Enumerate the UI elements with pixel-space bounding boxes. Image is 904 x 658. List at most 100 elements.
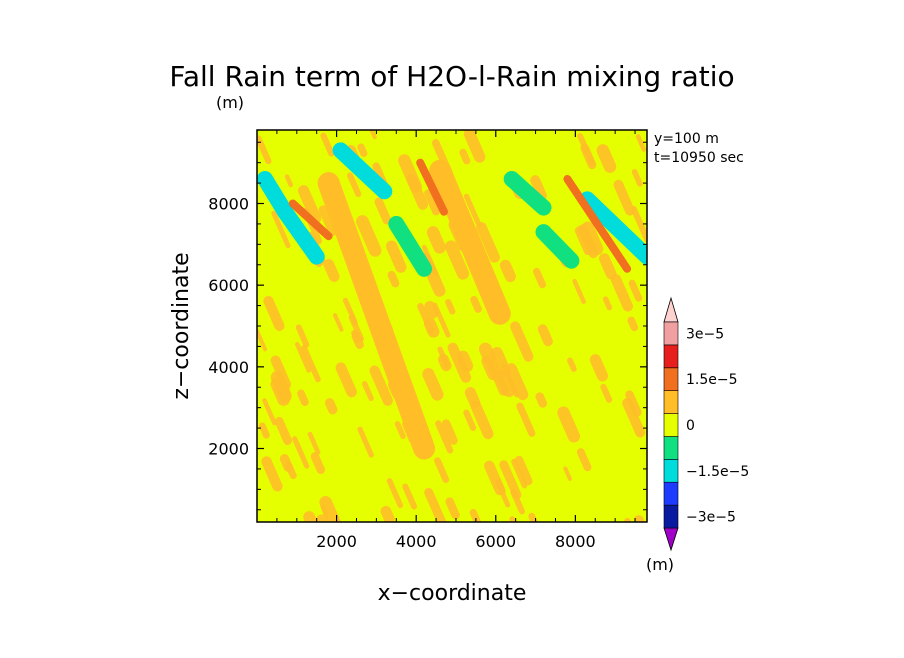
texture-streak — [496, 370, 516, 398]
texture-streak — [576, 448, 592, 472]
texture-streak — [324, 398, 338, 415]
texture-streak — [567, 357, 577, 372]
x-tick-label: 2000 — [316, 532, 357, 551]
colorbar-swatch — [663, 367, 679, 391]
positive_band-8 — [416, 158, 448, 216]
texture-streak — [627, 316, 639, 332]
texture-streak — [464, 386, 481, 409]
texture-streak — [417, 303, 435, 334]
texture-streak — [332, 313, 344, 332]
colorbar-swatch — [663, 390, 679, 414]
title-units: (m) — [216, 93, 244, 112]
texture-streak — [323, 258, 340, 282]
texture-streak — [589, 354, 609, 382]
texture-streak — [459, 148, 471, 165]
texture-streak — [578, 224, 599, 259]
colorbar-swatch — [663, 413, 679, 437]
colorbar-swatch — [663, 344, 679, 369]
texture-streak — [463, 193, 482, 228]
texture-streak — [320, 132, 335, 157]
texture-streak — [445, 299, 456, 315]
texture-streak — [279, 454, 293, 472]
texture-streak — [628, 279, 643, 302]
texture-streak — [563, 466, 572, 481]
texture-streak — [463, 130, 486, 163]
texture-streak — [386, 478, 404, 509]
texture-streak — [499, 259, 516, 283]
texture-streak — [610, 274, 633, 312]
texture-streak — [270, 377, 291, 406]
texture-streak — [456, 350, 474, 373]
texture-streak — [528, 512, 539, 522]
texture-streak — [320, 505, 329, 518]
texture-streak — [351, 330, 360, 344]
x-tick-label: 8000 — [555, 532, 596, 551]
texture-streak — [441, 419, 458, 445]
colorbar-swatch — [663, 481, 679, 506]
contour-field — [257, 130, 647, 522]
texture-streak — [635, 134, 647, 152]
texture-streak — [624, 517, 632, 522]
texture-streak — [307, 431, 321, 455]
texture-streak — [424, 487, 447, 522]
texture-streak — [510, 321, 534, 362]
texture-streak — [511, 458, 528, 489]
y-tick-label: 8000 — [208, 195, 249, 214]
colorbar-tick-label: 0 — [686, 418, 695, 434]
texture-streak — [463, 409, 477, 431]
texture-streak — [257, 329, 268, 352]
y-axis-label: z−coordinate — [169, 252, 194, 399]
texture-streak — [263, 295, 285, 331]
texture-streak — [422, 368, 444, 401]
y-tick-label: 6000 — [208, 276, 249, 295]
texture-streak — [476, 222, 500, 263]
texture-streak — [596, 144, 617, 173]
x-axis-label: x−coordinate — [378, 581, 527, 606]
y-tick-label: 2000 — [208, 440, 249, 459]
colorbar-tick-label: 3e−5 — [686, 326, 724, 342]
texture-streak — [631, 168, 643, 187]
texture-streak — [406, 174, 428, 210]
texture-streak — [347, 172, 362, 198]
texture-streak — [599, 253, 617, 280]
texture-streak — [271, 210, 291, 249]
chart-title: Fall Rain term of H2O-l-Rain mixing rati… — [169, 60, 734, 93]
colorbar-swatch — [663, 321, 679, 346]
texture-streak — [630, 205, 647, 243]
negative_band-2 — [388, 215, 433, 277]
texture-streak — [262, 398, 277, 426]
texture-streak — [557, 406, 581, 443]
texture-streak — [274, 416, 293, 446]
positive_band-9 — [563, 175, 632, 273]
y-tick-label: 4000 — [208, 358, 249, 377]
texture-streak — [622, 397, 646, 438]
texture-streak — [369, 130, 377, 140]
colorbar: 3e−5 1.5e−5 0 −1.5e−5 −3e−5 — [663, 296, 749, 552]
texture-streak — [386, 240, 407, 273]
texture-streak — [470, 400, 494, 440]
colorbar-swatch — [663, 436, 679, 460]
texture-streak — [261, 456, 283, 492]
positive_band-7 — [429, 159, 511, 325]
texture-streak — [356, 215, 382, 257]
colorbar-min-arrow — [663, 527, 679, 552]
y-axis: 2000 4000 6000 8000 — [208, 141, 647, 511]
negative_band-3 — [503, 171, 552, 216]
colorbar-swatch — [663, 504, 679, 529]
x-tick-label: 6000 — [475, 532, 516, 551]
texture-streak — [537, 324, 553, 347]
texture-streak — [301, 345, 321, 383]
texture-streak — [318, 205, 338, 236]
texture-streak — [294, 341, 312, 373]
texture-streak — [499, 460, 522, 500]
texture-streak — [625, 390, 642, 417]
texture-streak — [484, 460, 506, 496]
texture-streak — [501, 364, 519, 398]
positive_band-6 — [317, 172, 436, 460]
colorbar-tick-label: 1.5e−5 — [686, 372, 738, 388]
colorbar-swatch — [663, 458, 679, 483]
texture-streak — [357, 426, 374, 458]
texture-streak — [581, 221, 604, 255]
texture-streak — [258, 422, 270, 439]
